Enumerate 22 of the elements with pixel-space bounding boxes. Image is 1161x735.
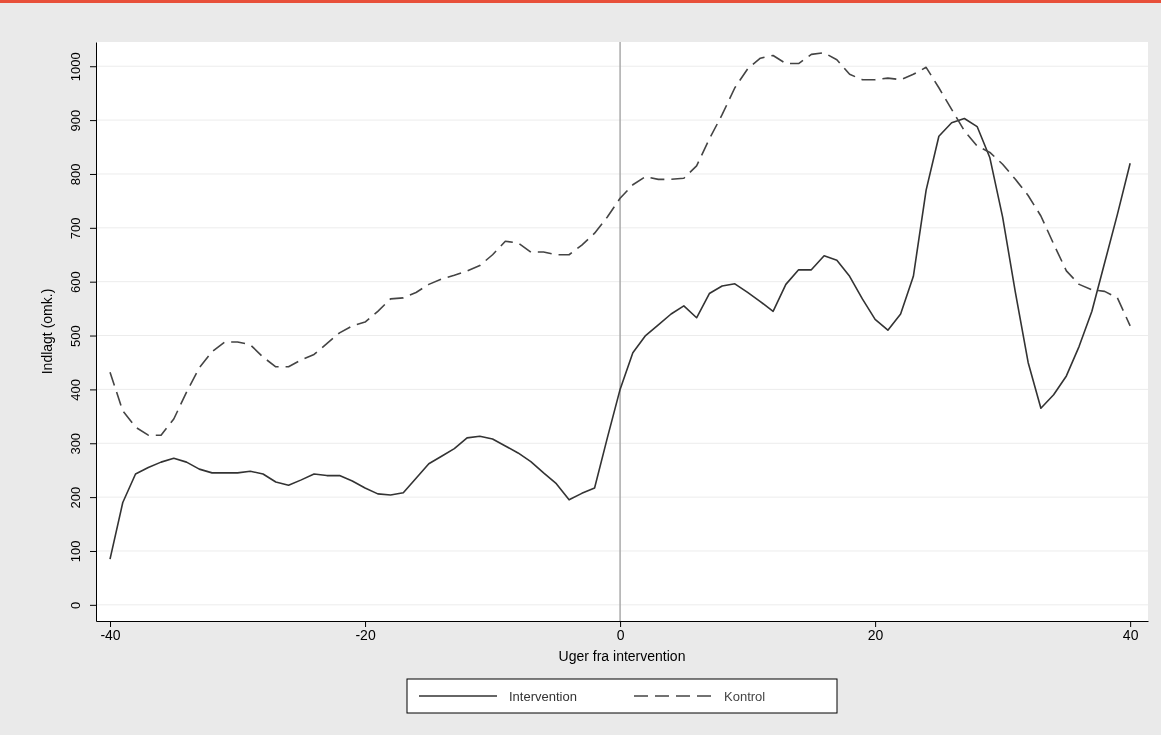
y-tick-label: 300 bbox=[68, 432, 83, 455]
x-tick-label: 40 bbox=[1122, 626, 1139, 643]
x-tick-label: -40 bbox=[100, 626, 121, 643]
y-tick-label: 100 bbox=[68, 540, 83, 563]
y-tick-label: 600 bbox=[68, 271, 83, 294]
y-tick-label: 800 bbox=[68, 163, 83, 186]
x-tick-label: -20 bbox=[355, 626, 376, 643]
text: Intervention bbox=[509, 689, 577, 704]
y-tick-label: 200 bbox=[68, 486, 83, 509]
y-tick-label: 0 bbox=[68, 601, 83, 609]
y-tick-label: 400 bbox=[68, 379, 83, 401]
text: Kontrol bbox=[724, 689, 766, 704]
x-axis-title: Uger fra intervention bbox=[558, 648, 686, 664]
line-series bbox=[109, 51, 1131, 436]
line-series bbox=[109, 117, 1131, 560]
y-tick-label: 700 bbox=[68, 217, 83, 240]
y-axis-title: Indlagt (omk.) bbox=[39, 288, 55, 375]
y-tick-label: 1000 bbox=[68, 52, 83, 82]
y-tick-label: 900 bbox=[68, 109, 83, 132]
y-tick-label: 500 bbox=[68, 325, 83, 347]
x-tick-label: 20 bbox=[867, 626, 884, 643]
x-tick-label: 0 bbox=[616, 626, 625, 643]
